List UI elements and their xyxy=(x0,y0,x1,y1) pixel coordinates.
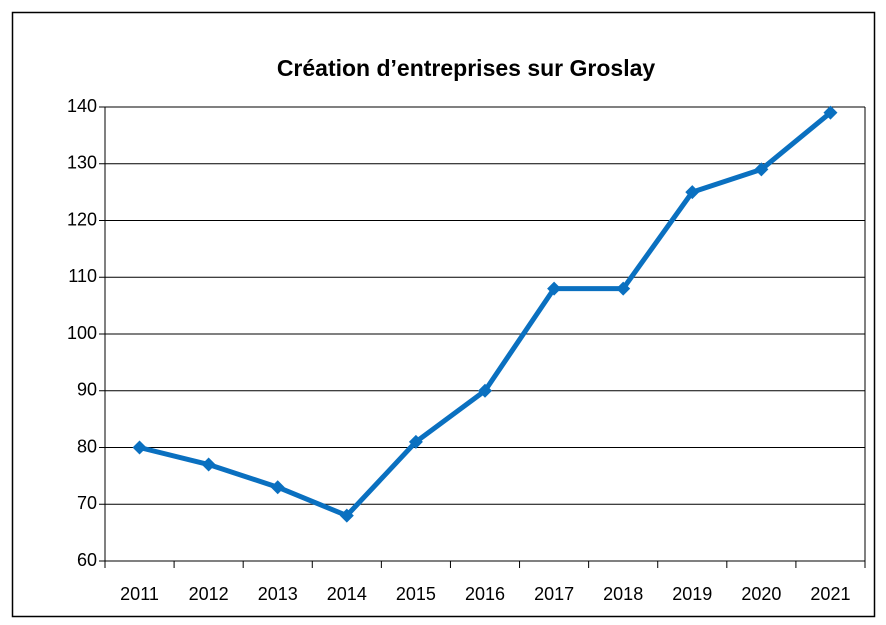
x-tick-label: 2014 xyxy=(327,584,367,604)
data-point xyxy=(685,185,700,200)
chart-border xyxy=(11,11,876,618)
data-point xyxy=(478,383,492,398)
y-tick-label: 80 xyxy=(77,436,97,456)
x-tick-label: 2015 xyxy=(396,584,436,604)
x-tick-label: 2018 xyxy=(603,584,643,604)
y-tick-label: 70 xyxy=(77,493,97,513)
data-point xyxy=(339,508,354,523)
x-tick-label: 2020 xyxy=(741,584,781,604)
x-tick-label: 2013 xyxy=(258,584,298,604)
x-tick-label: 2011 xyxy=(120,584,159,604)
x-tick-label: 2019 xyxy=(672,584,712,604)
data-point xyxy=(201,457,216,472)
y-tick-label: 60 xyxy=(77,550,97,570)
y-tick-label: 130 xyxy=(67,153,97,173)
x-tick-label: 2016 xyxy=(465,584,505,604)
x-tick-label: 2021 xyxy=(810,584,850,604)
data-point xyxy=(132,440,147,455)
y-tick-label: 110 xyxy=(68,266,97,286)
data-point xyxy=(270,480,285,495)
data-point xyxy=(754,162,769,177)
x-tick-label: 2012 xyxy=(189,584,229,604)
data-point xyxy=(823,105,838,120)
data-point xyxy=(408,434,423,449)
x-tick-label: 2017 xyxy=(534,584,574,604)
y-tick-label: 140 xyxy=(67,96,97,116)
y-tick-label: 90 xyxy=(77,380,97,400)
data-point xyxy=(547,281,562,296)
data-point xyxy=(616,281,631,296)
y-tick-label: 100 xyxy=(67,323,97,343)
y-tick-label: 120 xyxy=(67,209,97,229)
chart-title: Création d’entreprises sur Groslay xyxy=(277,55,656,81)
